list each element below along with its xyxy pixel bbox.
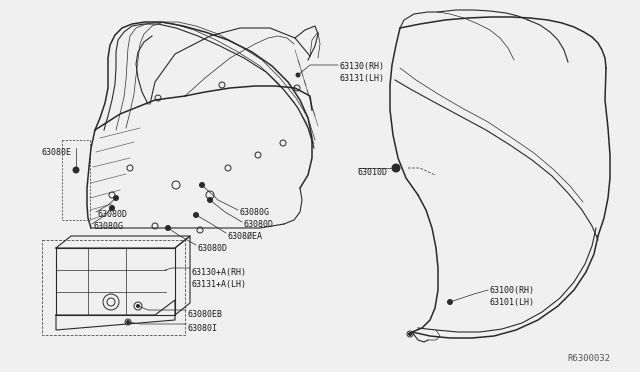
Text: 63080G: 63080G (94, 222, 124, 231)
Text: 63080D: 63080D (244, 220, 274, 229)
Circle shape (392, 164, 400, 172)
Text: 63131(LH): 63131(LH) (340, 74, 385, 83)
Text: 63080D: 63080D (198, 244, 228, 253)
Circle shape (408, 333, 412, 336)
Circle shape (447, 299, 452, 305)
Circle shape (73, 167, 79, 173)
Circle shape (166, 225, 170, 231)
Text: 63130+A(RH): 63130+A(RH) (192, 268, 247, 277)
Circle shape (296, 73, 300, 77)
Text: 6308ØEA: 6308ØEA (228, 232, 263, 241)
Text: 63080I: 63080I (188, 324, 218, 333)
Text: 63080G: 63080G (240, 208, 270, 217)
Circle shape (200, 183, 205, 187)
Text: 63080E: 63080E (42, 148, 72, 157)
Text: 63010D: 63010D (358, 168, 388, 177)
Circle shape (113, 196, 118, 201)
Text: 63080EB: 63080EB (188, 310, 223, 319)
Circle shape (127, 321, 129, 324)
Text: 63101(LH): 63101(LH) (490, 298, 535, 307)
Circle shape (136, 305, 140, 308)
Text: 63131+A(LH): 63131+A(LH) (192, 280, 247, 289)
Text: R6300032: R6300032 (567, 354, 610, 363)
Circle shape (109, 205, 115, 211)
Text: 63130(RH): 63130(RH) (340, 62, 385, 71)
Circle shape (193, 212, 198, 218)
Circle shape (207, 198, 212, 202)
Text: 63100(RH): 63100(RH) (490, 286, 535, 295)
Text: 63080D: 63080D (98, 210, 128, 219)
